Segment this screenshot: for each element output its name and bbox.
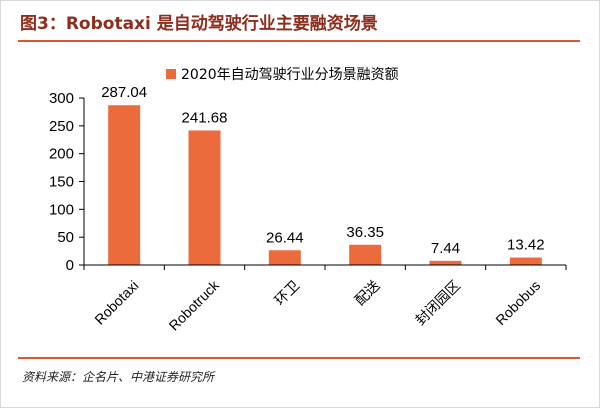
data-label: 287.04	[101, 84, 147, 101]
bar-4	[349, 244, 382, 265]
x-tick-label: Robotaxi	[91, 277, 141, 327]
y-tick-label: 250	[49, 118, 74, 135]
bar-3	[268, 250, 301, 265]
legend-label: 2020年自动驾驶行业分场景融资额	[181, 67, 399, 83]
bar-1	[108, 105, 141, 265]
bar-6	[509, 257, 542, 265]
y-tick-label: 300	[49, 90, 74, 107]
x-axis: Robotaxi Robotruck 环卫 配送 封闭园区 Robobus	[83, 264, 567, 334]
data-label: 36.35	[346, 224, 384, 241]
y-tick-label: 150	[49, 174, 74, 191]
data-label: 26.44	[266, 229, 304, 246]
y-axis: 0 50 100 150 200 250 300	[49, 90, 85, 274]
y-tick-label: 200	[49, 146, 74, 163]
x-tick-label: 封闭园区	[412, 277, 463, 328]
data-label: 7.44	[431, 240, 460, 257]
bar-5	[429, 260, 462, 265]
data-labels: 287.04 241.68 26.44 36.35 7.44 13.42	[101, 84, 544, 257]
source-note: 资料来源：企名片、中港证券研究所	[22, 370, 215, 384]
legend-swatch	[166, 69, 176, 79]
x-tick-label: Robotruck	[166, 276, 223, 333]
x-tick-label: 配送	[352, 277, 383, 308]
x-tick-label: 环卫	[271, 277, 302, 308]
legend: 2020年自动驾驶行业分场景融资额	[166, 67, 399, 83]
y-tick-label: 50	[57, 229, 74, 246]
source-divider	[18, 357, 580, 359]
bar-2	[188, 130, 221, 265]
title-divider	[18, 40, 580, 42]
y-tick-label: 100	[49, 201, 74, 218]
data-label: 241.68	[182, 109, 228, 126]
bars	[108, 105, 542, 265]
x-tick-label: Robobus	[492, 277, 543, 328]
figure-title: 图3：Robotaxi 是自动驾驶行业主要融资场景	[20, 14, 378, 34]
data-label: 13.42	[507, 237, 545, 254]
y-tick-label: 0	[66, 257, 74, 274]
